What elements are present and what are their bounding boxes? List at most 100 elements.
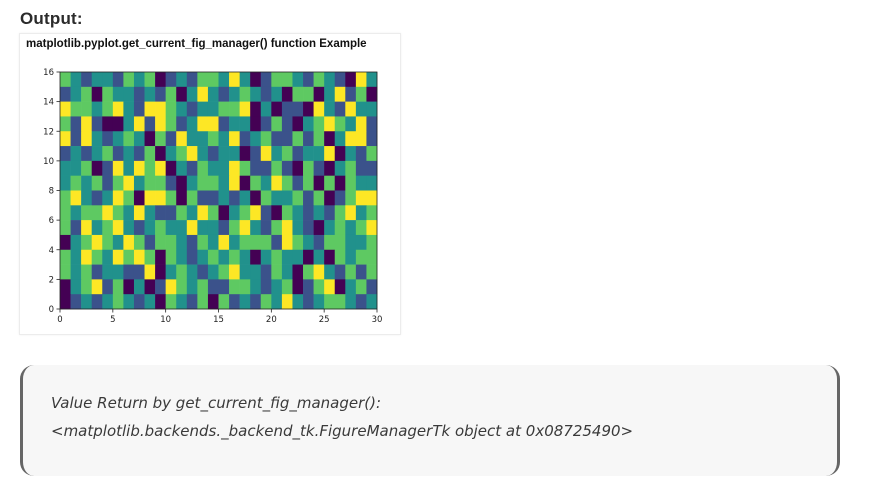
- heatmap-cell: [260, 249, 272, 265]
- heatmap-cell: [334, 205, 346, 221]
- output-heading: Output:: [20, 9, 83, 28]
- heatmap-cell: [70, 190, 82, 206]
- heatmap-cell: [355, 234, 367, 251]
- heatmap-cell: [123, 294, 135, 310]
- heatmap-cell: [334, 249, 346, 265]
- heatmap-cell: [281, 205, 293, 221]
- heatmap-cell: [345, 220, 357, 236]
- heatmap-cell: [176, 131, 188, 147]
- heatmap-cell: [292, 86, 304, 102]
- heatmap-cell: [176, 220, 188, 236]
- heatmap-cell: [186, 294, 198, 310]
- heatmap-cell: [239, 234, 251, 251]
- heatmap-cell: [60, 116, 71, 132]
- heatmap-cell: [303, 175, 314, 191]
- heatmap-cell: [324, 175, 336, 191]
- heatmap-cell: [260, 234, 272, 251]
- heatmap-cell: [60, 101, 71, 117]
- heatmap-cell: [144, 264, 156, 280]
- heatmap-cell: [186, 175, 198, 191]
- heatmap-cell: [281, 294, 293, 310]
- heatmap-cell: [155, 264, 166, 280]
- heatmap-cell: [324, 101, 336, 117]
- heatmap-cell: [165, 279, 177, 295]
- heatmap-cell: [197, 86, 209, 102]
- heatmap-cell: [229, 205, 240, 221]
- heatmap-cell: [239, 249, 251, 265]
- heatmap-cell: [334, 72, 346, 88]
- heatmap-cell: [218, 131, 230, 147]
- heatmap-cell: [366, 264, 378, 280]
- heatmap-cell: [112, 234, 124, 251]
- heatmap-cell: [292, 101, 304, 117]
- heatmap-cell: [123, 220, 135, 236]
- heatmap-cell: [176, 249, 188, 265]
- heatmap-cell: [303, 86, 314, 102]
- heatmap-cell: [81, 249, 92, 265]
- heatmap-cell: [281, 160, 293, 176]
- heatmap-cell: [186, 160, 198, 176]
- heatmap-cell: [155, 72, 166, 88]
- heatmap-cell: [281, 249, 293, 265]
- heatmap-cell: [207, 190, 219, 206]
- heatmap-cell: [81, 101, 92, 117]
- heatmap-cell: [102, 86, 114, 102]
- heatmap-cell: [345, 264, 357, 280]
- heatmap-cell: [123, 131, 135, 147]
- heatmap-cell: [218, 116, 230, 132]
- heatmap-cell: [271, 146, 283, 162]
- heatmap-cell: [60, 205, 71, 221]
- heatmap-cell: [260, 146, 272, 162]
- heatmap-cell: [324, 86, 336, 102]
- heatmap-cell: [70, 101, 82, 117]
- heatmap-cell: [60, 131, 71, 147]
- heatmap-cell: [324, 294, 336, 310]
- heatmap-cell: [345, 190, 357, 206]
- heatmap-cell: [197, 294, 209, 310]
- heatmap-cell: [334, 234, 346, 251]
- heatmap-cell: [70, 86, 82, 102]
- heatmap-cell: [271, 234, 283, 251]
- heatmap-cell: [102, 116, 114, 132]
- heatmap-cell: [218, 190, 230, 206]
- heatmap-cell: [70, 279, 82, 295]
- output-line-2: <matplotlib.backends._backend_tk.FigureM…: [51, 422, 634, 440]
- heatmap-cell: [292, 146, 304, 162]
- heatmap-cell: [186, 249, 198, 265]
- heatmap-cell: [324, 220, 336, 236]
- heatmap-cell: [281, 146, 293, 162]
- heatmap-cell: [334, 175, 346, 191]
- heatmap-cell: [324, 279, 336, 295]
- heatmap-cell: [250, 220, 262, 236]
- heatmap-cell: [176, 86, 188, 102]
- heatmap-cell: [91, 249, 103, 265]
- x-tick-label: 5: [110, 315, 115, 325]
- output-line-1: Value Return by get_current_fig_manager(…: [51, 394, 382, 412]
- heatmap-cell: [102, 72, 114, 88]
- heatmap-cell: [366, 116, 378, 132]
- heatmap-cell: [334, 220, 346, 236]
- heatmap-cell: [281, 264, 293, 280]
- y-tick-label: 14: [43, 98, 54, 108]
- heatmap-cell: [60, 264, 71, 280]
- heatmap-cell: [133, 116, 145, 132]
- heatmap-cell: [144, 86, 156, 102]
- heatmap-cell: [207, 294, 219, 310]
- heatmap-cell: [292, 205, 304, 221]
- heatmap-cell: [324, 72, 336, 88]
- heatmap-cell: [112, 249, 124, 265]
- heatmap-cell: [81, 146, 92, 162]
- heatmap-cell: [91, 190, 103, 206]
- heatmap-cell: [366, 131, 378, 147]
- heatmap-cell: [144, 279, 156, 295]
- heatmap-cell: [133, 249, 145, 265]
- heatmap-cell: [155, 234, 166, 251]
- heatmap-cell: [281, 175, 293, 191]
- heatmap-cell: [197, 279, 209, 295]
- heatmap-cell: [355, 116, 367, 132]
- heatmap-cell: [355, 131, 367, 147]
- heatmap-cell: [334, 116, 346, 132]
- heatmap-cell: [250, 116, 262, 132]
- heatmap-cell: [123, 264, 135, 280]
- heatmap-cell: [292, 175, 304, 191]
